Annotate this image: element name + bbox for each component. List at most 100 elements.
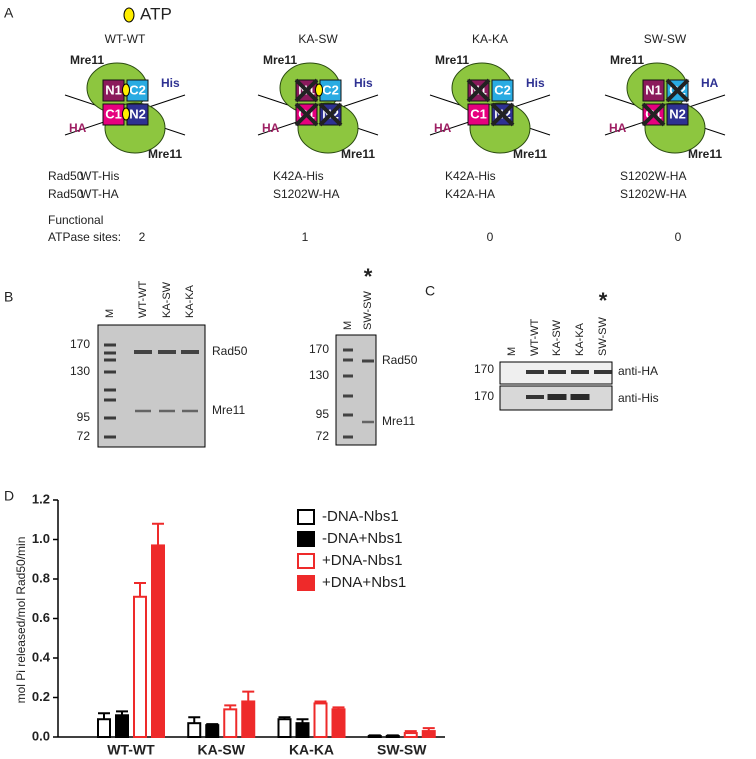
domain-label: C1 [105,106,122,121]
error-bar [332,706,345,710]
error-bar [314,700,327,704]
cross [665,78,690,103]
gel-band [571,370,589,374]
bar [277,718,292,738]
gel-band [104,435,116,439]
error-bar [116,710,128,716]
blot-label: anti-His [618,391,659,405]
legend-label: +DNA+Nbs1 [322,574,406,591]
marker-label: 72 [77,429,91,443]
error-bar [134,581,146,597]
bar [151,544,165,738]
legend-label: -DNA-Nbs1 [322,508,399,525]
domain-box [467,103,490,126]
domain-label: N2 [129,106,146,121]
domain-box [491,79,514,102]
mre11-label: Mre11 [148,147,182,161]
rad50-variant: S1202W-HA [273,187,339,201]
marker-label: 170 [474,362,494,376]
marker-label: 170 [309,342,329,356]
atpase-sites: 0 [675,230,682,244]
y-tick-label: 0.8 [32,570,50,585]
error-bar [278,716,291,720]
gel-band [104,388,116,392]
tag-label: HA [701,76,719,90]
cross [466,78,491,103]
tag-label: HA [69,121,87,135]
atp-icon [123,7,135,23]
gel-band [548,370,566,374]
rad50-variant: K42A-His [445,169,496,183]
gel-band [104,416,116,420]
lane-label: KA-SW [161,281,173,318]
error-bar [296,718,309,724]
gel-band [158,350,176,354]
domain-label: C2 [129,82,146,97]
x-tick-label: SW-SW [377,742,427,758]
atp-site [122,83,130,97]
atpase-sites: 0 [487,230,494,244]
bar [223,708,238,738]
gel-band [135,409,151,413]
gel-band [104,370,116,374]
gel-band [343,374,353,378]
bar [331,708,346,738]
rad50-variant: S1202W-HA [620,169,686,183]
lane-label: M [342,321,354,330]
gel-band [104,343,116,347]
tag-label: HA [434,121,452,135]
legend-swatch [297,575,315,591]
tag-label: HA [262,121,280,135]
error-bar [206,723,219,726]
bar [241,700,256,739]
y-axis-label: mol Pi released/mol Rad50/min [14,537,28,704]
band-label: Rad50 [382,353,418,367]
panel-label: B [4,289,13,305]
gel-band [104,398,116,402]
rad50-variant: WT-His [80,169,119,183]
rad50-variant: WT-HA [80,187,119,201]
bar [97,718,111,738]
legend-label: +DNA-Nbs1 [322,552,402,569]
legend-swatch [297,509,315,525]
error-bar [422,727,435,732]
error-bar [98,712,110,720]
marker-label: 95 [77,410,91,424]
cross [294,102,319,127]
mre11-label: Mre11 [263,53,297,67]
error-bar [152,522,164,546]
diagram-title: SW-SW [644,32,687,46]
gel-band [343,435,353,439]
y-tick-label: 1.2 [32,491,50,506]
gel-band [104,358,116,362]
error-bar [386,734,399,737]
gel-band [343,358,353,362]
lane-label: SW-SW [597,316,609,356]
panel-label: C [425,283,435,299]
domain-label: N1 [645,82,662,97]
error-bar [242,690,255,702]
legend-swatch [297,553,315,569]
y-tick-label: 0.0 [32,728,50,743]
domain-label: C1 [470,106,487,121]
marker-label: 72 [316,429,330,443]
atpase-sites: 2 [139,230,146,244]
asterisk: * [599,288,608,313]
lane-label: WT-WT [529,318,541,356]
bar [295,722,310,738]
gel-band [594,370,612,374]
gel-band [134,350,152,354]
row-label: Rad50 [48,187,84,201]
mre11-label: Mre11 [435,53,469,67]
mre11-label: Mre11 [688,147,722,161]
error-bar [404,730,417,734]
x-tick-label: KA-KA [289,742,334,758]
tag-label: His [354,76,373,90]
gel-band [159,409,175,413]
lane-label: M [506,347,518,356]
cross [318,102,343,127]
marker-label: 95 [316,407,330,421]
functional-label: ATPase sites: [48,230,121,244]
gel-band [526,370,544,374]
